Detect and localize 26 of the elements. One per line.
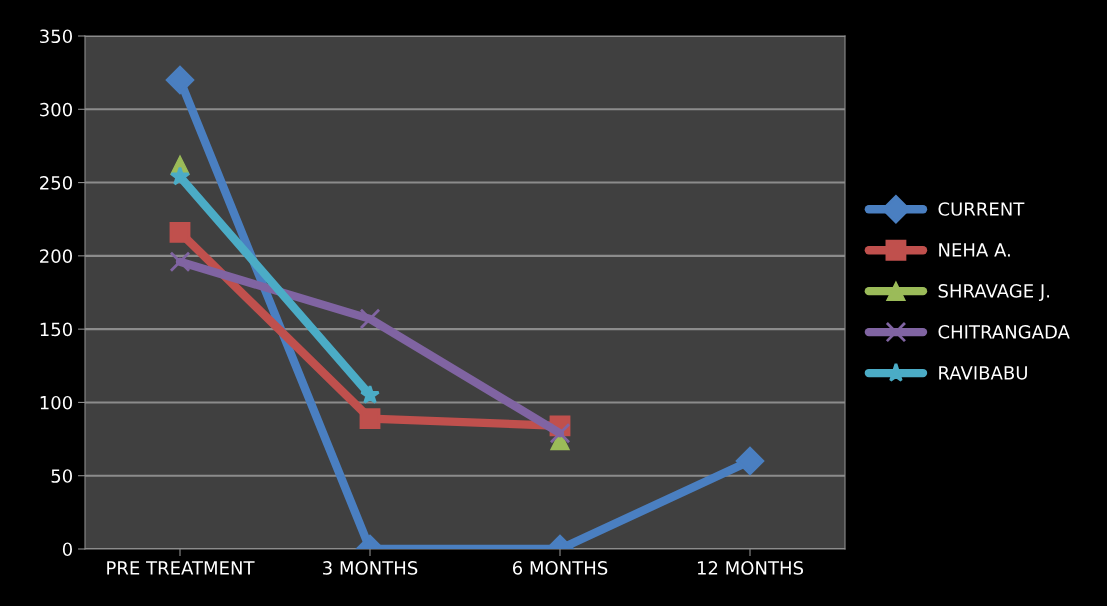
point [359, 308, 381, 330]
point [359, 408, 381, 429]
y-tick-label: 200 [40, 249, 72, 263]
y-tick-label: 0 [62, 542, 72, 557]
legend-label: CHITRANGADA [938, 325, 1070, 339]
y-tick-label: 300 [40, 102, 72, 117]
point [169, 221, 191, 243]
legend-label: RAVIBABU [939, 366, 1027, 380]
y-tick-label: 250 [40, 176, 72, 190]
point [169, 251, 191, 273]
point [735, 446, 765, 476]
y-tick-label: 100 [40, 395, 72, 410]
point [165, 65, 195, 95]
y-tick-label: 150 [40, 322, 72, 337]
legend-label: CURRENT [938, 202, 1025, 216]
y-tick-label: 50 [51, 469, 72, 483]
point [360, 384, 380, 404]
x-tick-label: 3 MONTHS [323, 561, 418, 575]
x-tick-label: 6 MONTHS [512, 561, 608, 575]
legend-label: SHRAVAGE J. [938, 284, 1050, 302]
point [549, 422, 571, 444]
x-tick-label: PRE TREATMENT [107, 561, 255, 575]
y-tick-label: 350 [40, 29, 72, 44]
legend-label: NEHA A. [939, 243, 1010, 257]
point [170, 166, 190, 186]
x-tick-label: 12 MONTHS [697, 561, 804, 575]
